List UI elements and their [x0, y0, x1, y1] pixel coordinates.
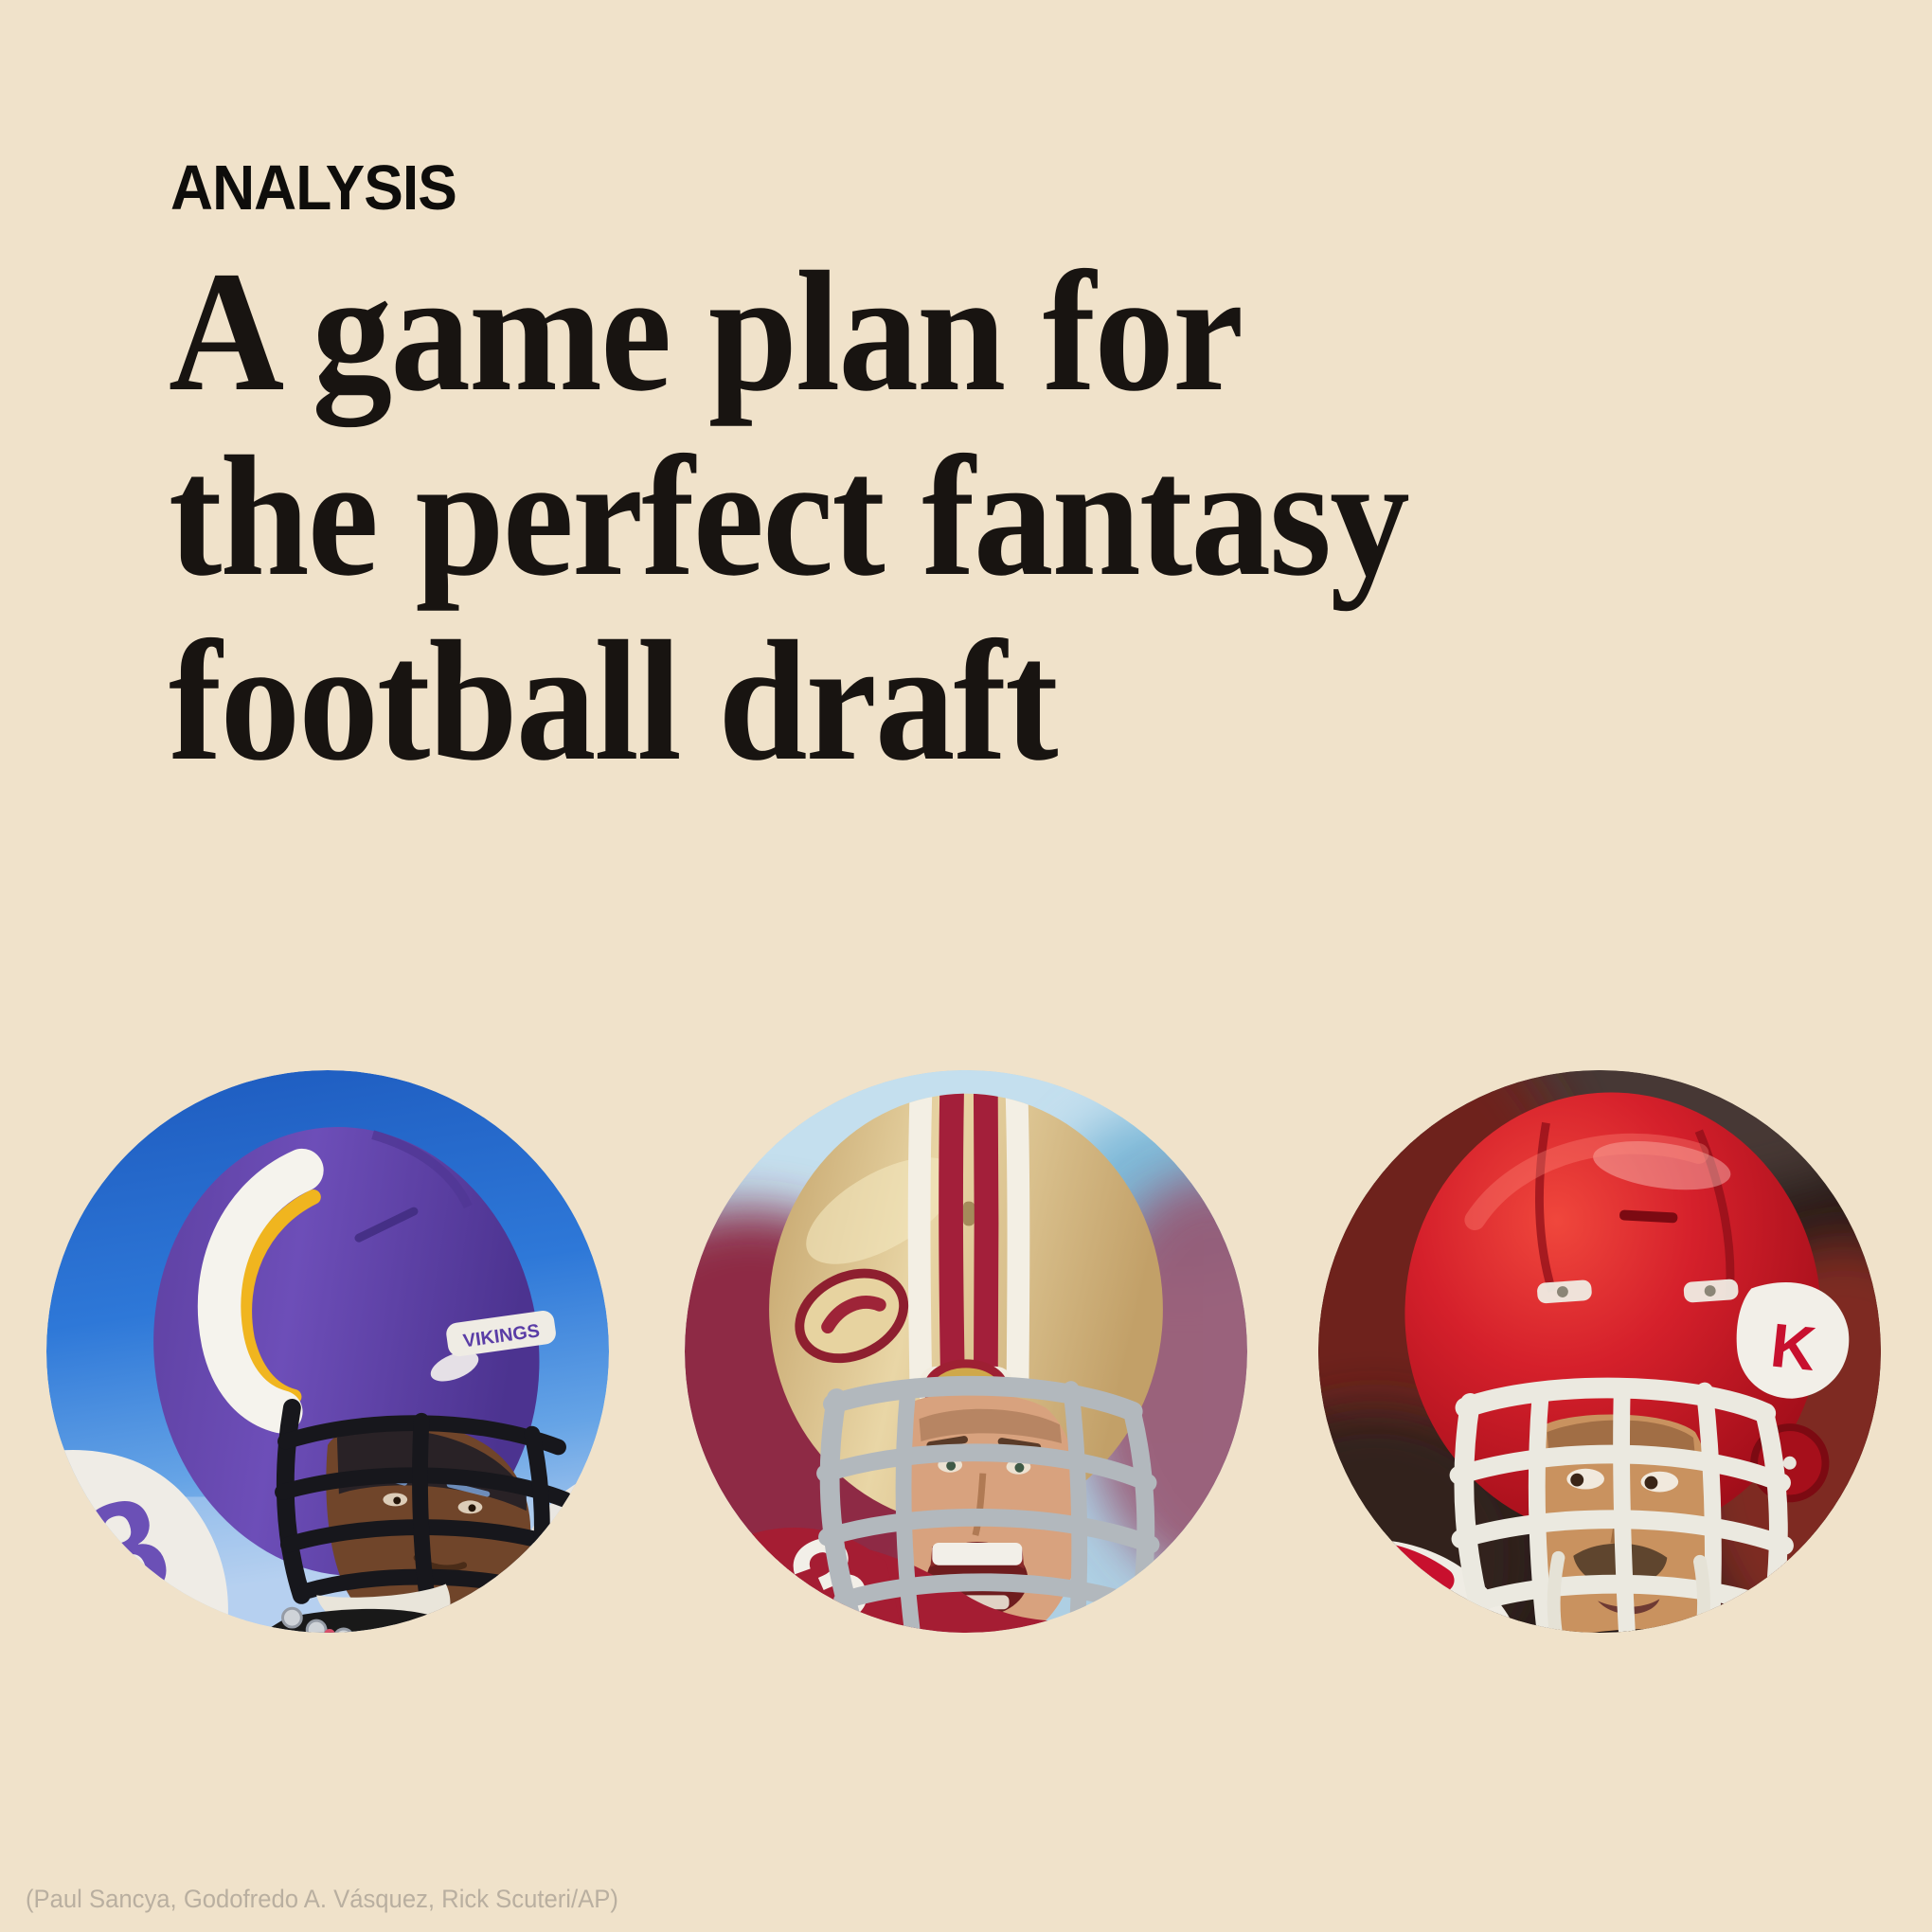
chiefs-arrowhead-logo-fragment: K	[1736, 1282, 1850, 1399]
headline-line-1: A game plan for	[169, 237, 1243, 427]
49ers-side-logo	[795, 1268, 909, 1364]
vikings-jersey-number-fragment-right: 8	[552, 1529, 609, 1633]
vikings-bumper: VIKINGS	[446, 1310, 556, 1357]
photo-49ers-player: SF	[685, 1070, 1247, 1633]
headline-line-2: the perfect fantasy	[169, 421, 1410, 612]
kicker-label: ANALYSIS	[170, 152, 457, 224]
helmet-side-emblem	[430, 1351, 479, 1382]
vikings-horn-logo	[197, 1148, 324, 1434]
photo-vikings-player: 8 8 VIKINGS	[46, 1070, 609, 1633]
headline-line-3: football draft	[169, 606, 1059, 796]
photo-chiefs-player: K	[1318, 1070, 1881, 1633]
headline: A game plan for the perfect fantasy foot…	[169, 237, 1410, 796]
49ers-helmet-stripes	[907, 1093, 1030, 1394]
chiefs-helmet: K	[1404, 1092, 1850, 1539]
chiefs-logo-text-fragment: K	[1767, 1310, 1819, 1384]
vikings-facemask	[275, 1398, 573, 1605]
chiefs-facemask	[1449, 1377, 1794, 1633]
photo-credit: (Paul Sancya, Godofredo A. Vásquez, Rick…	[26, 1885, 618, 1913]
